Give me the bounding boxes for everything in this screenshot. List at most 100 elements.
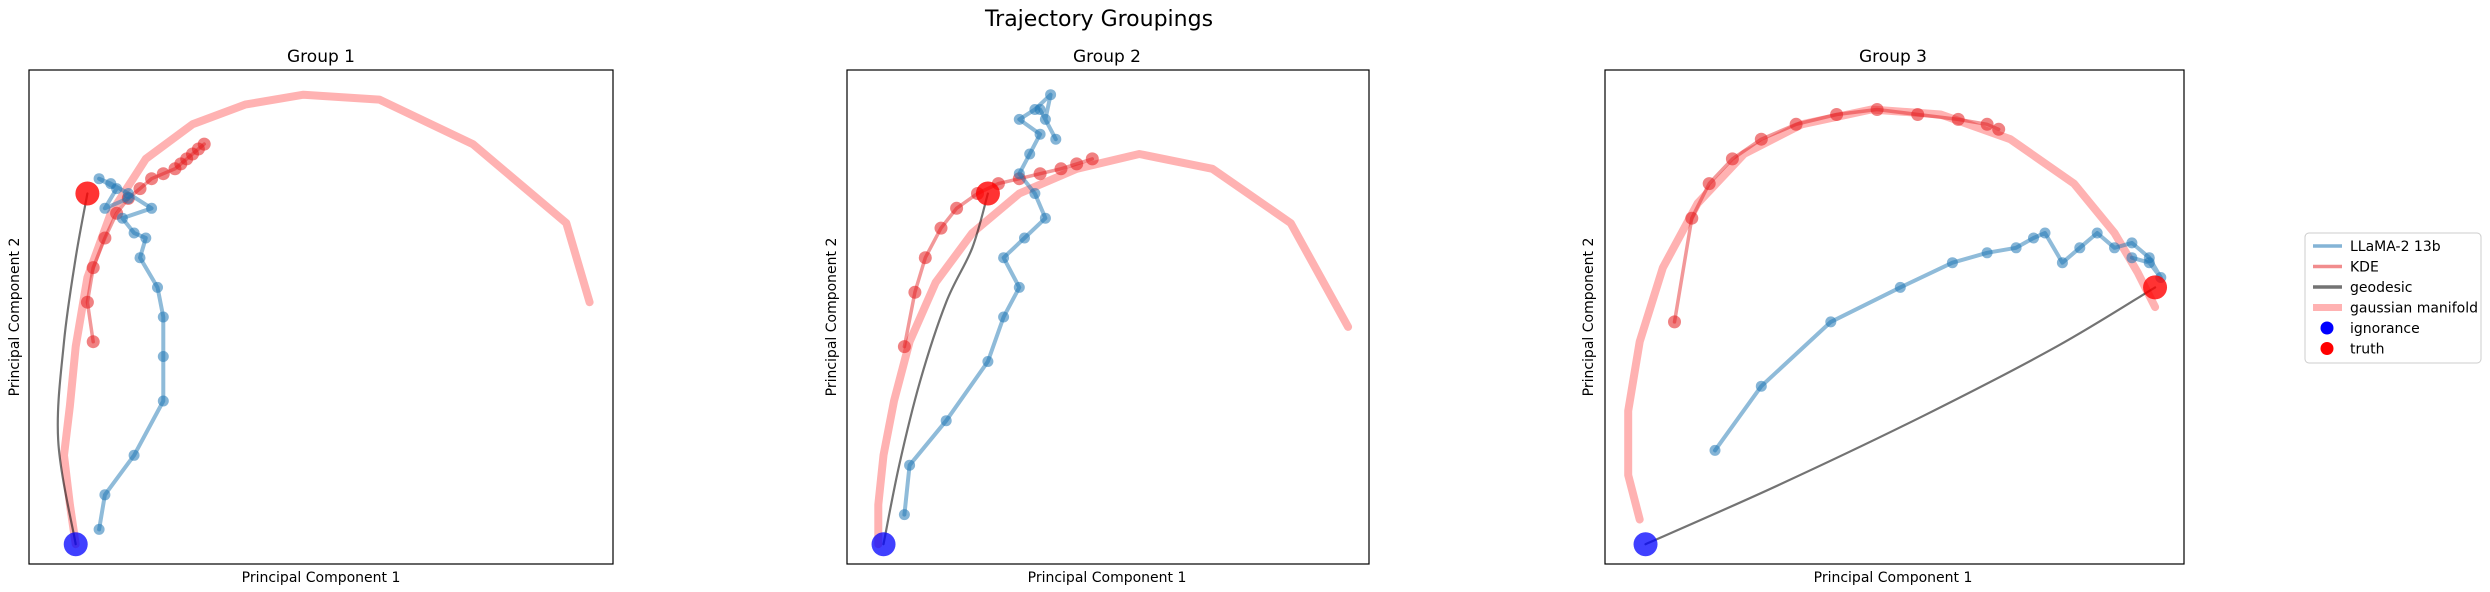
legend-label: geodesic (2350, 280, 2412, 296)
ignorance-point (63, 532, 88, 557)
series-line-geodesic (56, 192, 89, 546)
point-llama-2-13b (1013, 113, 1025, 125)
legend-entry: KDE (2313, 260, 2379, 276)
legend-entry: ignorance (2320, 321, 2420, 337)
point-llama-2-13b (157, 395, 169, 407)
point-kde (950, 201, 964, 215)
point-kde (80, 295, 94, 309)
series-line-kde (1672, 107, 2001, 324)
point-llama-2-13b (1755, 380, 1767, 392)
subplot-2-plot-area (871, 89, 1353, 557)
legend-entry: truth (2320, 342, 2384, 358)
point-llama-2-13b (998, 311, 1010, 323)
subplot-3-x-axis-label: Principal Component 1 (1814, 570, 1973, 586)
legend-items: LLaMA-2 13b KDE geodesic gaussian manifold i… (2313, 239, 2478, 358)
point-llama-2-13b (93, 173, 105, 185)
legend-label: LLaMA-2 13b (2350, 239, 2441, 255)
point-llama-2-13b (1981, 247, 1993, 259)
point-kde (1951, 112, 1965, 126)
truth-point (2143, 275, 2168, 300)
point-llama-2-13b (998, 252, 1010, 264)
legend-label: ignorance (2350, 321, 2420, 337)
point-llama-2-13b (2091, 227, 2103, 239)
point-llama-2-13b (898, 509, 910, 521)
subplot-1-y-axis-label: Principal Component 2 (7, 238, 23, 397)
point-llama-2-13b (1029, 188, 1041, 199)
point-llama-2-13b (2109, 242, 2120, 254)
point-llama-2-13b (152, 281, 163, 293)
series-line-gaussian-manifold (1624, 105, 2160, 524)
subplot-2-title: Group 2 (1073, 47, 1141, 67)
legend-entry: gaussian manifold (2313, 301, 2478, 317)
subplot-3-plot-area (1624, 103, 2168, 557)
point-llama-2-13b (128, 449, 140, 461)
point-llama-2-13b (1039, 212, 1051, 224)
point-kde (934, 221, 948, 235)
point-llama-2-13b (122, 192, 134, 204)
point-llama-2-13b (1045, 89, 1057, 101)
point-kde (1870, 103, 1884, 116)
legend-box (2304, 232, 2482, 364)
point-kde (133, 182, 147, 196)
point-llama-2-13b (2074, 242, 2086, 254)
subplot-1-x-axis-label: Principal Component 1 (242, 570, 401, 586)
point-llama-2-13b (1039, 113, 1051, 125)
subplot-3-y-axis-label: Principal Component 2 (1581, 238, 1597, 397)
point-llama-2-13b (1894, 281, 1906, 293)
point-kde (1830, 108, 1844, 121)
point-llama-2-13b (2056, 257, 2068, 269)
subplot-2-axes-frame (846, 69, 1370, 565)
series-line-llama-2-13b (1713, 231, 2163, 453)
point-llama-2-13b (134, 252, 146, 264)
subplot-3: Group 3 Principal Component 1 Principal … (1581, 47, 2185, 586)
point-llama-2-13b (982, 356, 994, 367)
legend-entry: geodesic (2313, 280, 2412, 296)
point-llama-2-13b (99, 202, 111, 214)
subplot-2: Group 2 Principal Component 1 Principal … (824, 47, 1370, 586)
point-llama-2-13b (1034, 128, 1046, 140)
point-llama-2-13b (111, 183, 123, 195)
point-kde (1685, 211, 1699, 225)
legend-label: truth (2350, 342, 2384, 358)
point-llama-2-13b (1019, 232, 1030, 244)
point-llama-2-13b (1709, 444, 1721, 456)
point-kde (86, 335, 100, 349)
point-kde (1754, 132, 1768, 146)
legend-swatch (2320, 321, 2334, 335)
point-llama-2-13b (99, 489, 111, 501)
truth-point (975, 181, 1000, 206)
point-kde (86, 261, 100, 275)
subplot-1: Group 1 Principal Component 1 Principal … (7, 47, 614, 586)
series-line-geodesic (1644, 286, 2157, 546)
subplot-2-x-axis-label: Principal Component 1 (1028, 570, 1187, 586)
point-llama-2-13b (1013, 281, 1025, 293)
figure-title: Trajectory Groupings (984, 7, 1213, 32)
point-llama-2-13b (2143, 257, 2155, 269)
subplot-3-axes-frame (1604, 69, 2185, 565)
point-llama-2-13b (904, 459, 916, 471)
point-kde (1033, 167, 1047, 181)
point-llama-2-13b (1024, 148, 1036, 160)
subplot-2-y-axis-label: Principal Component 2 (824, 238, 840, 397)
point-kde (197, 137, 211, 151)
point-llama-2-13b (93, 523, 105, 535)
point-llama-2-13b (157, 311, 169, 323)
legend-label: KDE (2350, 260, 2379, 276)
point-kde (897, 340, 911, 354)
point-llama-2-13b (1050, 133, 1062, 145)
point-llama-2-13b (128, 227, 140, 239)
point-kde (1980, 117, 1994, 131)
series-line-gaussian-manifold (60, 90, 594, 549)
point-llama-2-13b (940, 415, 952, 427)
point-llama-2-13b (1946, 257, 1958, 269)
point-llama-2-13b (2028, 232, 2039, 244)
ignorance-point (1633, 532, 1658, 557)
point-llama-2-13b (1034, 104, 1046, 115)
point-llama-2-13b (157, 351, 169, 362)
point-kde (1789, 117, 1803, 131)
subplot-1-title: Group 1 (287, 47, 355, 67)
point-kde (1085, 152, 1099, 166)
legend-swatch (2320, 342, 2334, 355)
point-llama-2-13b (2039, 227, 2051, 239)
